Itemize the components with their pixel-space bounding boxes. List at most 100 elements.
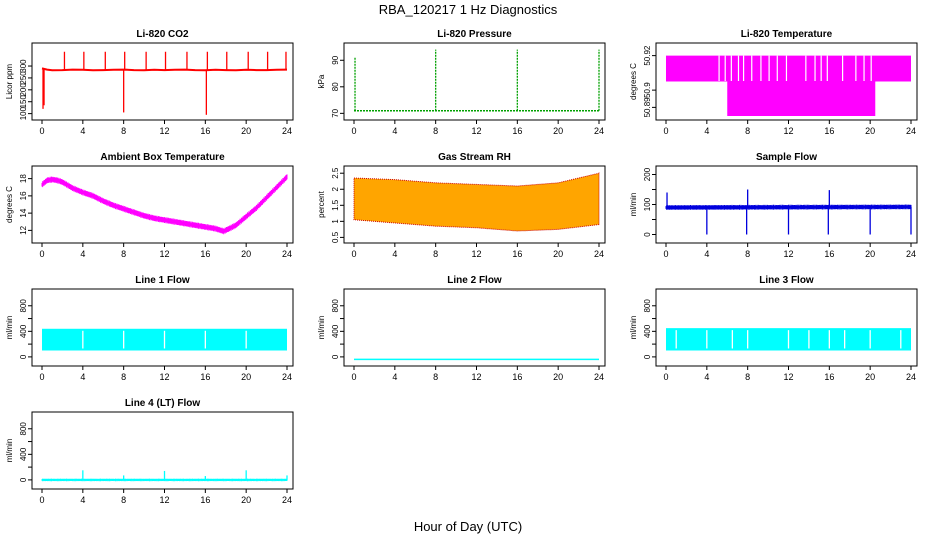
x-tick-label: 16: [200, 495, 210, 505]
x-tick-label: 16: [824, 249, 834, 259]
x-tick-label: 24: [282, 372, 292, 382]
y-axis-label: ml/min: [629, 316, 638, 340]
panel-title: Line 2 Flow: [447, 275, 502, 286]
y-axis-label: degrees C: [629, 63, 638, 100]
x-tick-label: 12: [783, 126, 793, 136]
panel-title: Li-820 Temperature: [741, 29, 833, 40]
panel-rh: Gas Stream RH 0 4 8 12 16 20 24 0.5 1 1.5 2 2.5 perce…: [317, 152, 606, 259]
y-tick-label: 0: [643, 232, 652, 237]
panel-line4: Line 4 (LT) Flow 0 4 8 12 16 20 24 0 400 800 ml/min: [5, 398, 294, 505]
x-tick-label: 8: [121, 126, 126, 136]
x-tick-label: 12: [159, 126, 169, 136]
y-tick-label: 2: [331, 186, 340, 191]
y-axis-label: ml/min: [5, 439, 14, 463]
x-tick-label: 12: [159, 249, 169, 259]
panel-title: Li-820 CO2: [136, 29, 189, 40]
y-tick-label: 400: [19, 447, 28, 461]
y-tick-label: 800: [19, 299, 28, 313]
series-line: [41, 176, 288, 233]
y-tick-label: 0: [19, 477, 28, 482]
panel-line1: Line 1 Flow 0 4 8 12 16 20 24 0 400 800 ml/min: [5, 275, 294, 382]
x-tick-label: 16: [512, 126, 522, 136]
x-tick-label: 4: [392, 126, 397, 136]
panel-title: Line 3 Flow: [759, 275, 814, 286]
panel-sample_flow: Sample Flow 0 4 8 12 16 20 24 0 100 200 ml/min: [629, 152, 918, 259]
x-tick-label: 16: [824, 126, 834, 136]
x-tick-label: 16: [824, 372, 834, 382]
y-tick-label: 50.92: [643, 45, 652, 66]
plot-frame: [655, 288, 918, 367]
panel-title: Line 4 (LT) Flow: [125, 398, 201, 409]
panel-line3: Line 3 Flow 0 4 8 12 16 20 24 0 400 800 ml/min: [629, 275, 918, 382]
x-tick-label: 12: [783, 249, 793, 259]
lower-band: [727, 81, 876, 116]
y-tick-label: 50.9: [643, 82, 652, 98]
y-tick-label: 80: [331, 82, 340, 91]
y-tick-label: 0: [643, 354, 652, 359]
y-axis-label: ml/min: [5, 316, 14, 340]
y-tick-label: 90: [331, 55, 340, 64]
y-axis-label: degrees C: [5, 186, 14, 223]
x-tick-label: 16: [512, 249, 522, 259]
panel-title: Li-820 Pressure: [437, 29, 512, 40]
plot-frame: [343, 42, 606, 121]
y-tick-label: 400: [331, 324, 340, 338]
x-tick-label: 4: [80, 372, 85, 382]
x-tick-label: 0: [663, 249, 668, 259]
x-tick-label: 12: [159, 372, 169, 382]
x-tick-label: 20: [553, 372, 563, 382]
x-tick-label: 4: [80, 495, 85, 505]
y-tick-label: 16: [19, 191, 28, 200]
x-tick-label: 8: [745, 249, 750, 259]
x-axis-label: Hour of Day (UTC): [414, 519, 522, 534]
x-tick-label: 24: [594, 126, 604, 136]
x-tick-label: 4: [704, 249, 709, 259]
x-tick-label: 8: [121, 495, 126, 505]
x-tick-label: 20: [241, 495, 251, 505]
x-tick-label: 24: [282, 495, 292, 505]
y-tick-label: 100: [19, 106, 28, 120]
plot-frame: [31, 165, 294, 244]
x-tick-label: 16: [200, 126, 210, 136]
y-tick-label: 0.5: [331, 231, 340, 243]
y-tick-label: 0: [19, 354, 28, 359]
y-tick-label: 1.5: [331, 199, 340, 211]
x-tick-label: 8: [121, 249, 126, 259]
y-tick-label: 150: [19, 95, 28, 109]
y-tick-label: 50.89: [643, 97, 652, 118]
panel-line2: Line 2 Flow 0 4 8 12 16 20 24 0 400 800 ml/min: [317, 275, 606, 382]
x-tick-label: 24: [594, 249, 604, 259]
y-tick-label: 800: [19, 422, 28, 436]
x-tick-label: 4: [80, 249, 85, 259]
x-tick-label: 8: [433, 126, 438, 136]
x-tick-label: 8: [433, 249, 438, 259]
x-tick-label: 20: [241, 126, 251, 136]
series-line: [41, 67, 288, 72]
panel-pressure: Li-820 Pressure 0 4 8 12 16 20 24 70 80 90 kPa: [317, 29, 606, 136]
x-tick-label: 12: [159, 495, 169, 505]
x-tick-label: 24: [906, 126, 916, 136]
x-tick-label: 20: [865, 249, 875, 259]
x-tick-label: 0: [663, 126, 668, 136]
x-tick-label: 12: [471, 249, 481, 259]
y-tick-label: 18: [19, 174, 28, 183]
y-tick-label: 200: [643, 167, 652, 181]
x-tick-label: 20: [553, 126, 563, 136]
y-axis-label: ml/min: [317, 316, 326, 340]
rh-envelope: [353, 172, 600, 232]
panel-ambient_temp: Ambient Box Temperature 0 4 8 12 16 20 24 12 14 16…: [5, 152, 294, 259]
x-tick-label: 4: [704, 372, 709, 382]
y-tick-label: 2.5: [331, 167, 340, 179]
x-tick-label: 8: [745, 372, 750, 382]
y-tick-label: 70: [331, 108, 340, 117]
x-tick-label: 0: [39, 372, 44, 382]
x-tick-label: 24: [282, 249, 292, 259]
x-tick-label: 20: [241, 372, 251, 382]
plot-frame: [31, 288, 294, 367]
x-tick-label: 20: [865, 126, 875, 136]
x-tick-label: 4: [704, 126, 709, 136]
x-tick-label: 0: [39, 126, 44, 136]
x-tick-label: 24: [906, 249, 916, 259]
x-tick-label: 4: [392, 372, 397, 382]
